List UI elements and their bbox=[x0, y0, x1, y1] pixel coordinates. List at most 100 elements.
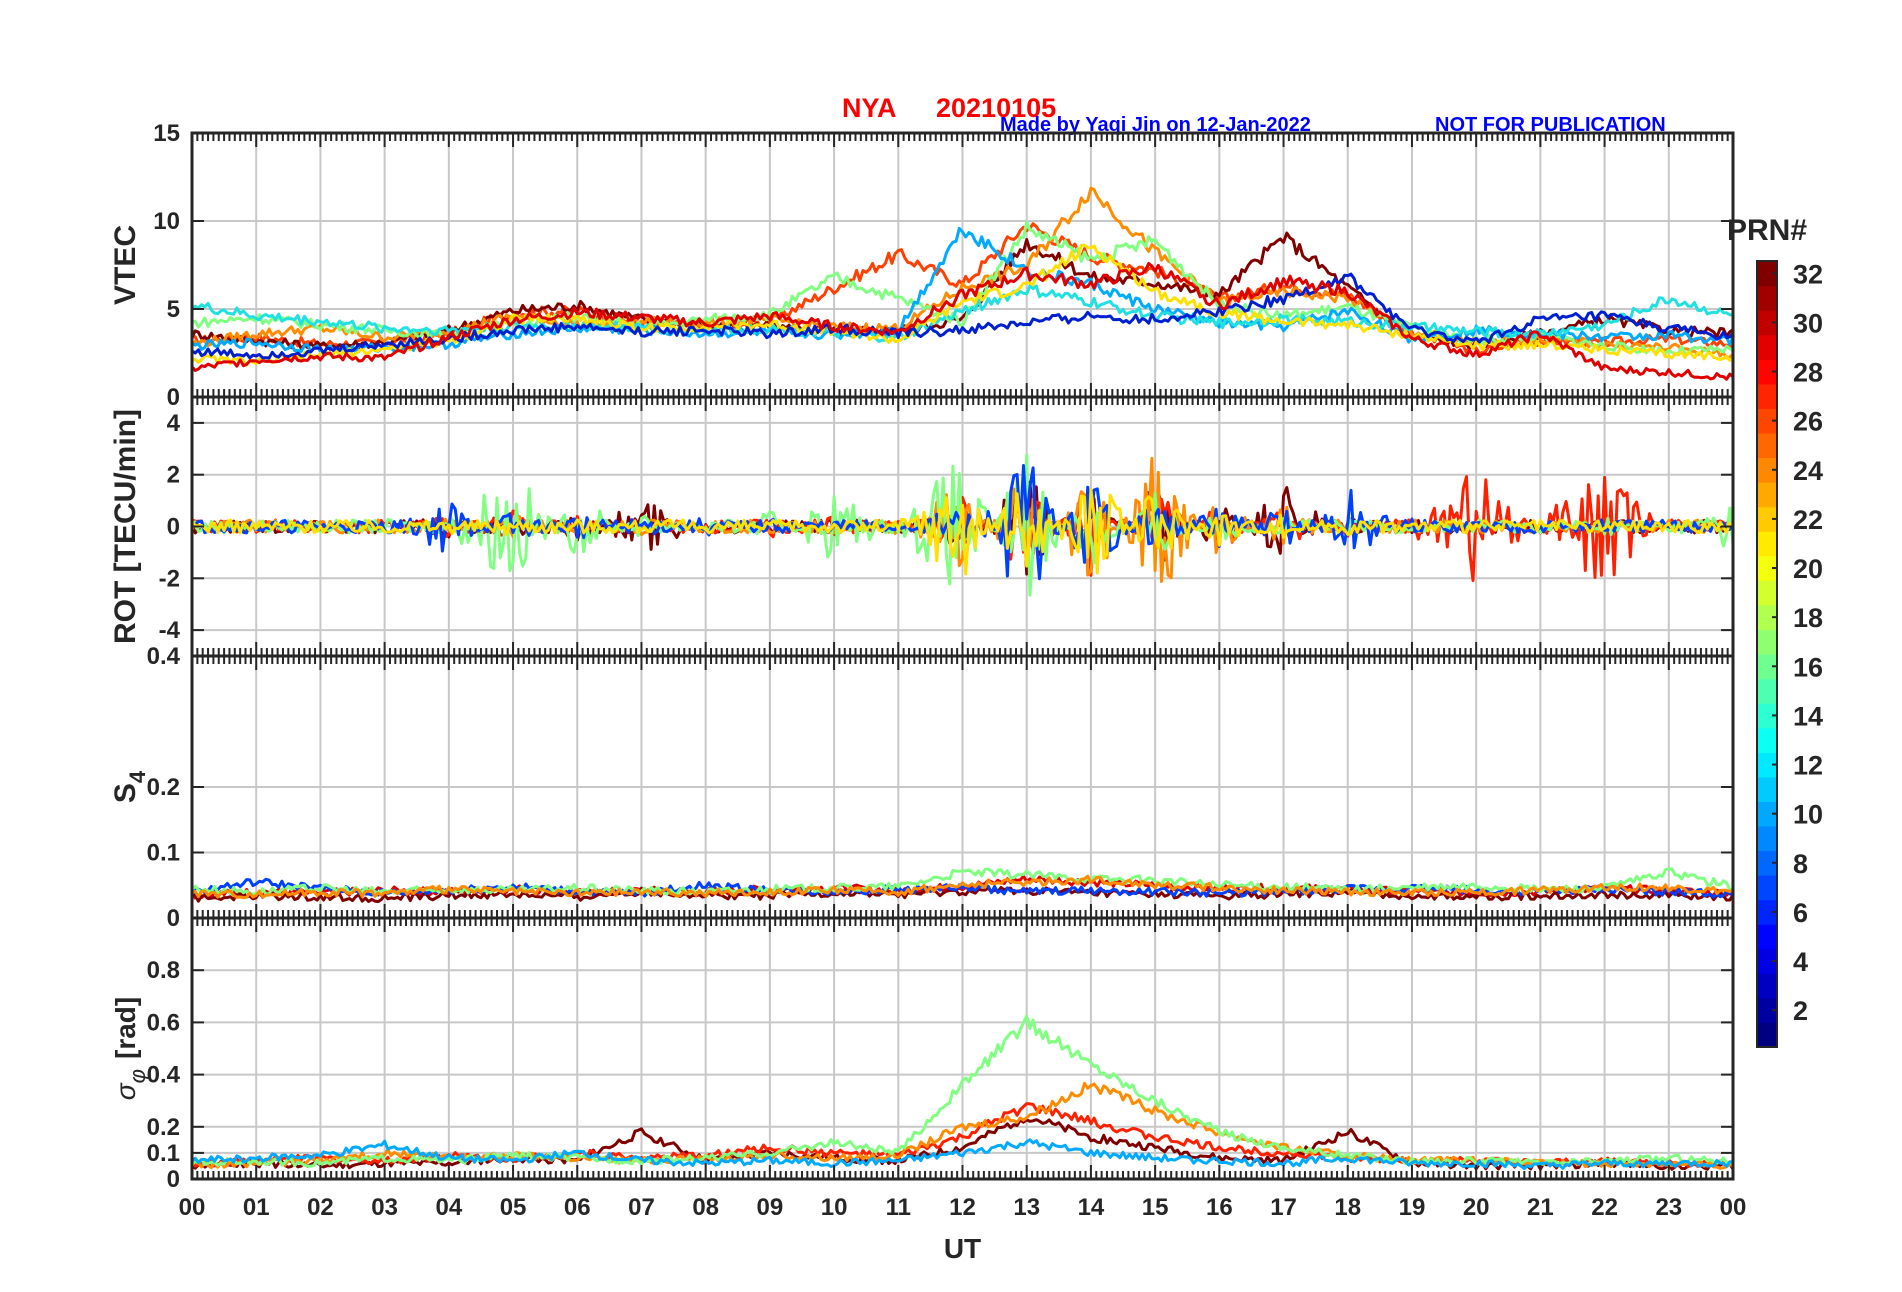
colorbar-tick-label: 30 bbox=[1793, 308, 1823, 338]
colorbar-frame bbox=[1756, 260, 1778, 1048]
x-axis-label: UT bbox=[944, 1233, 981, 1264]
x-tick-label: 14 bbox=[1078, 1194, 1105, 1221]
series-line bbox=[192, 226, 1733, 355]
x-tick-label: 02 bbox=[307, 1194, 334, 1221]
colorbar-band bbox=[1757, 850, 1777, 876]
colorbar-band bbox=[1757, 432, 1777, 459]
x-tick-label: 07 bbox=[628, 1194, 655, 1221]
colorbar-band bbox=[1757, 948, 1777, 974]
colorbar-tick-label: 4 bbox=[1793, 947, 1808, 977]
colorbar-band bbox=[1757, 752, 1777, 778]
colorbar-tick-label: 24 bbox=[1793, 456, 1823, 486]
panel-ticks: 0 0.1 0.2 0.4 bbox=[147, 643, 1734, 932]
panel-series bbox=[192, 186, 1733, 381]
x-tick-label: 00 bbox=[179, 1194, 206, 1221]
x-tick-label: 13 bbox=[1013, 1194, 1040, 1221]
colorbar-tick-label: 32 bbox=[1793, 259, 1823, 289]
colorbar-band bbox=[1757, 825, 1777, 852]
colorbar-band bbox=[1757, 457, 1777, 483]
colorbar-label: PRN# bbox=[1727, 214, 1807, 247]
panel-grid bbox=[191, 132, 1734, 398]
figure-title: NYA 20210105 Made by Yaqi Jin on 12-Jan-… bbox=[842, 93, 1666, 136]
x-tick-label: 03 bbox=[371, 1194, 398, 1221]
colorbar-tick-label: 6 bbox=[1793, 898, 1808, 928]
y-tick-label: 0.4 bbox=[147, 643, 181, 670]
y-tick-label: 0 bbox=[167, 905, 180, 932]
y-tick-label: 0.6 bbox=[147, 1009, 180, 1036]
colorbar-tick-label: 16 bbox=[1793, 652, 1823, 682]
colorbar-band bbox=[1757, 310, 1777, 336]
x-tick-label: 21 bbox=[1527, 1194, 1554, 1221]
colorbar-band bbox=[1757, 654, 1777, 680]
colorbar-tick-label: 18 bbox=[1793, 603, 1823, 633]
y-tick-label: 0.1 bbox=[147, 1140, 180, 1167]
colorbar-tick-label: 26 bbox=[1793, 407, 1823, 437]
series-line bbox=[192, 874, 1733, 900]
y-tick-label: 15 bbox=[153, 120, 180, 147]
x-tick-label: 08 bbox=[692, 1194, 719, 1221]
colorbar-band bbox=[1757, 359, 1777, 385]
x-tick-label: 05 bbox=[500, 1194, 527, 1221]
colorbar-tick-label: 14 bbox=[1793, 701, 1823, 731]
panel-ticks: 0 5 10 15 bbox=[153, 120, 1734, 411]
colorbar-band bbox=[1757, 1022, 1777, 1048]
colorbar-band bbox=[1757, 801, 1777, 827]
x-tick-label: 16 bbox=[1206, 1194, 1233, 1221]
colorbar-band bbox=[1757, 924, 1777, 950]
series-line bbox=[192, 262, 1733, 381]
x-tick-label: 23 bbox=[1655, 1194, 1682, 1221]
panel-series bbox=[192, 867, 1733, 904]
panel-grid bbox=[191, 918, 1734, 1180]
y-tick-label: 0 bbox=[167, 514, 180, 541]
colorbar-band bbox=[1757, 555, 1777, 581]
panel-s4: 0 0.1 0.2 0.4 S4 bbox=[109, 643, 1735, 932]
x-tick-label: 04 bbox=[435, 1194, 462, 1221]
y-tick-label: 0.1 bbox=[147, 840, 180, 867]
colorbar-tick-label: 10 bbox=[1793, 800, 1823, 830]
panel-grid bbox=[191, 655, 1734, 919]
colorbar-tick-label: 28 bbox=[1793, 358, 1823, 388]
colorbar-band bbox=[1757, 383, 1777, 409]
x-tick-label: 09 bbox=[757, 1194, 784, 1221]
y-tick-label: 0.2 bbox=[147, 774, 180, 801]
y-axis-label: S4 bbox=[109, 770, 150, 803]
colorbar-band bbox=[1757, 997, 1777, 1024]
x-axis: 00 01 02 03 04 05 06 07 08 09 10 11 12 13 14 15 16 17 18 19… bbox=[179, 1194, 1747, 1264]
y-tick-label: 0 bbox=[167, 1166, 180, 1193]
colorbar-band bbox=[1757, 776, 1777, 802]
colorbar-band bbox=[1757, 580, 1777, 606]
x-tick-label: 11 bbox=[886, 1194, 911, 1221]
y-tick-label: 4 bbox=[167, 410, 181, 437]
y-axis-label: ROT [TECU/min] bbox=[109, 409, 142, 644]
x-tick-label: 19 bbox=[1399, 1194, 1426, 1221]
colorbar-tick-label: 22 bbox=[1793, 505, 1823, 535]
colorbar-band bbox=[1757, 875, 1777, 901]
y-axis-label-unit: [rad] bbox=[110, 997, 141, 1059]
series-line bbox=[192, 284, 1733, 343]
colorbar-band bbox=[1757, 629, 1777, 655]
y-tick-label: 0.4 bbox=[147, 1062, 181, 1089]
colorbar-tick-label: 20 bbox=[1793, 554, 1823, 584]
x-tick-label: 12 bbox=[949, 1194, 976, 1221]
y-tick-label: 5 bbox=[167, 296, 180, 323]
y-axis-label: VTEC bbox=[109, 225, 142, 305]
y-tick-label: 2 bbox=[167, 462, 180, 489]
title-notice: NOT FOR PUBLICATION bbox=[1435, 114, 1666, 136]
panel-vtec: 0 5 10 15 VTEC bbox=[109, 120, 1735, 411]
colorbar-band bbox=[1757, 261, 1777, 287]
x-tick-label: 18 bbox=[1334, 1194, 1361, 1221]
series-line bbox=[192, 475, 1733, 583]
colorbar-band bbox=[1757, 604, 1777, 631]
y-tick-label: -2 bbox=[159, 565, 180, 592]
x-tick-label: 10 bbox=[821, 1194, 848, 1221]
title-credit: Made by Yaqi Jin on 12-Jan-2022 bbox=[1000, 114, 1311, 136]
panel-series bbox=[192, 453, 1733, 597]
y-tick-label: -4 bbox=[159, 617, 181, 644]
colorbar-band bbox=[1757, 899, 1777, 925]
colorbar-band bbox=[1757, 703, 1777, 729]
y-axis-label: σφ [rad] bbox=[110, 997, 150, 1100]
series-line bbox=[192, 272, 1733, 360]
